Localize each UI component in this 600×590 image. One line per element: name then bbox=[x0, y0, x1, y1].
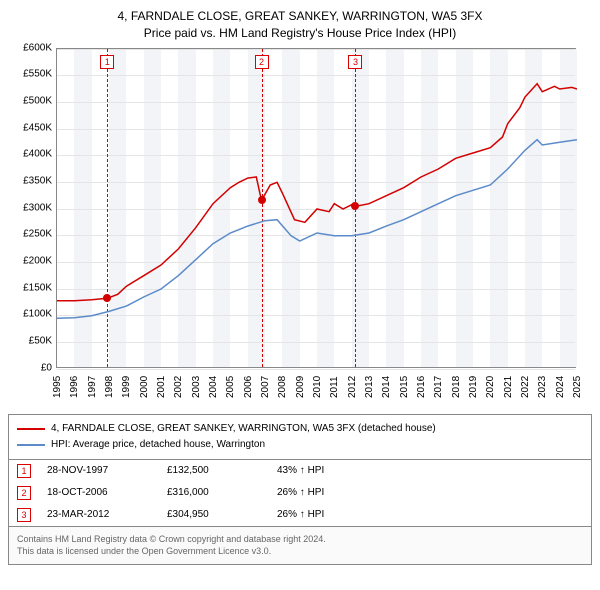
x-tick-label: 2016 bbox=[416, 375, 427, 397]
event-row: 1 28-NOV-1997£132,50043% ↑ HPI bbox=[9, 460, 591, 482]
event-number: 1 bbox=[17, 464, 31, 478]
x-tick-label: 2015 bbox=[399, 375, 410, 397]
x-tick-label: 2009 bbox=[295, 375, 306, 397]
y-tick-label: £600K bbox=[23, 42, 52, 53]
x-tick-label: 2007 bbox=[260, 375, 271, 397]
event-row: 2 18-OCT-2006£316,00026% ↑ HPI bbox=[9, 482, 591, 504]
x-tick-label: 2023 bbox=[537, 375, 548, 397]
x-axis: 1995199619971998199920002001200220032004… bbox=[56, 368, 576, 408]
legend-swatch-hpi bbox=[17, 444, 45, 446]
x-tick-label: 2018 bbox=[451, 375, 462, 397]
event-number: 2 bbox=[17, 486, 31, 500]
legend-item-price-paid: 4, FARNDALE CLOSE, GREAT SANKEY, WARRING… bbox=[17, 421, 583, 437]
y-tick-label: £300K bbox=[23, 202, 52, 213]
events-table: 1 28-NOV-1997£132,50043% ↑ HPI 2 18-OCT-200… bbox=[8, 460, 592, 527]
footnote: Contains HM Land Registry data © Crown c… bbox=[8, 527, 592, 565]
series-lines bbox=[57, 49, 577, 369]
chart-title: 4, FARNDALE CLOSE, GREAT SANKEY, WARRING… bbox=[8, 8, 592, 42]
x-tick-label: 2005 bbox=[225, 375, 236, 397]
legend-label-price-paid: 4, FARNDALE CLOSE, GREAT SANKEY, WARRING… bbox=[51, 421, 436, 437]
legend-swatch-price-paid bbox=[17, 428, 45, 430]
event-price: £316,000 bbox=[167, 487, 277, 498]
x-tick-label: 2008 bbox=[277, 375, 288, 397]
event-delta: 26% ↑ HPI bbox=[277, 487, 357, 498]
x-tick-label: 2010 bbox=[312, 375, 323, 397]
footnote-line-1: Contains HM Land Registry data © Crown c… bbox=[17, 533, 583, 546]
y-tick-label: £50K bbox=[29, 335, 52, 346]
x-tick-label: 2017 bbox=[433, 375, 444, 397]
x-tick-label: 2000 bbox=[139, 375, 150, 397]
event-delta: 43% ↑ HPI bbox=[277, 465, 357, 476]
event-date: 28-NOV-1997 bbox=[47, 465, 167, 476]
x-tick-label: 1998 bbox=[104, 375, 115, 397]
y-tick-label: £250K bbox=[23, 229, 52, 240]
x-tick-label: 2022 bbox=[520, 375, 531, 397]
x-tick-label: 2002 bbox=[173, 375, 184, 397]
legend-label-hpi: HPI: Average price, detached house, Warr… bbox=[51, 437, 265, 453]
y-tick-label: £150K bbox=[23, 282, 52, 293]
event-date: 18-OCT-2006 bbox=[47, 487, 167, 498]
y-tick-label: £500K bbox=[23, 95, 52, 106]
x-tick-label: 2013 bbox=[364, 375, 375, 397]
y-tick-label: £400K bbox=[23, 149, 52, 160]
title-line-1: 4, FARNDALE CLOSE, GREAT SANKEY, WARRING… bbox=[8, 8, 592, 25]
y-tick-label: £550K bbox=[23, 69, 52, 80]
event-row: 3 23-MAR-2012£304,95026% ↑ HPI bbox=[9, 504, 591, 526]
event-price: £304,950 bbox=[167, 509, 277, 520]
event-number: 3 bbox=[17, 508, 31, 522]
legend: 4, FARNDALE CLOSE, GREAT SANKEY, WARRING… bbox=[8, 414, 592, 460]
event-price: £132,500 bbox=[167, 465, 277, 476]
x-tick-label: 2019 bbox=[468, 375, 479, 397]
x-tick-label: 2003 bbox=[191, 375, 202, 397]
y-tick-label: £350K bbox=[23, 175, 52, 186]
y-axis: £0£50K£100K£150K£200K£250K£300K£350K£400… bbox=[8, 48, 56, 368]
y-tick-label: £0 bbox=[41, 362, 52, 373]
x-tick-label: 1999 bbox=[121, 375, 132, 397]
x-tick-label: 2012 bbox=[347, 375, 358, 397]
x-tick-label: 2020 bbox=[485, 375, 496, 397]
title-line-2: Price paid vs. HM Land Registry's House … bbox=[8, 25, 592, 42]
x-tick-label: 2025 bbox=[572, 375, 583, 397]
x-tick-label: 1997 bbox=[87, 375, 98, 397]
x-tick-label: 1995 bbox=[52, 375, 63, 397]
x-tick-label: 2014 bbox=[381, 375, 392, 397]
x-tick-label: 2024 bbox=[555, 375, 566, 397]
y-tick-label: £450K bbox=[23, 122, 52, 133]
event-delta: 26% ↑ HPI bbox=[277, 509, 357, 520]
x-tick-label: 2011 bbox=[329, 376, 340, 398]
series-hpi bbox=[57, 139, 577, 318]
plot-area: 123 bbox=[56, 48, 576, 368]
x-tick-label: 1996 bbox=[69, 375, 80, 397]
y-tick-label: £100K bbox=[23, 309, 52, 320]
x-tick-label: 2004 bbox=[208, 375, 219, 397]
legend-item-hpi: HPI: Average price, detached house, Warr… bbox=[17, 437, 583, 453]
x-tick-label: 2006 bbox=[243, 375, 254, 397]
y-tick-label: £200K bbox=[23, 255, 52, 266]
x-tick-label: 2001 bbox=[156, 375, 167, 397]
x-tick-label: 2021 bbox=[503, 375, 514, 397]
chart-container: 4, FARNDALE CLOSE, GREAT SANKEY, WARRING… bbox=[8, 8, 592, 565]
series-price_paid bbox=[57, 83, 577, 300]
event-date: 23-MAR-2012 bbox=[47, 509, 167, 520]
footnote-line-2: This data is licensed under the Open Gov… bbox=[17, 545, 583, 558]
